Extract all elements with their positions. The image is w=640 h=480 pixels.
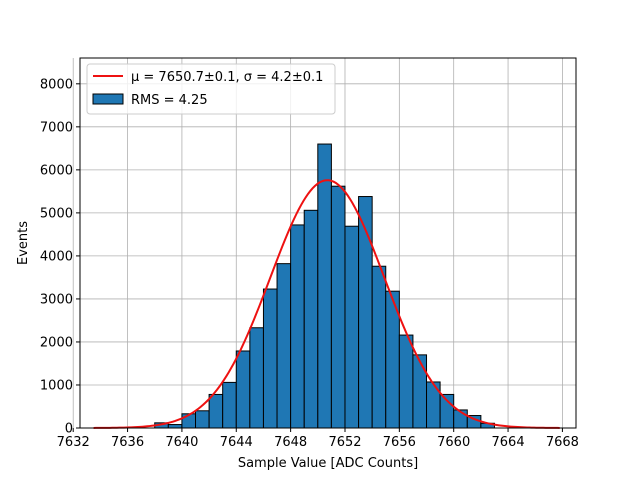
y-tick-label: 6000 [40,163,73,178]
histogram-bar [276,263,292,429]
histogram-bars [154,143,495,429]
histogram-bar [222,381,237,429]
histogram-bar [249,327,264,429]
x-tick-label: 7648 [274,435,307,450]
x-tick-label: 7632 [57,435,90,450]
x-tick-label: 7636 [111,435,144,450]
y-axis-ticks: 0 1000 2000 3000 4000 5000 6000 7000 8000 [40,77,80,437]
x-tick-label: 7652 [328,435,361,450]
histogram-bar [371,265,387,429]
histogram-bar [330,185,346,429]
gaussian-fit-curve [93,179,560,429]
y-tick-label: 2000 [40,335,73,350]
legend-box [86,63,336,115]
y-axis-label: Events [16,221,31,265]
histogram-bar [290,224,305,429]
y-tick-label: 3000 [40,292,73,307]
x-axis-ticks: 7632 7636 7640 7644 7648 7652 7656 7660 7664 7668 [57,428,579,450]
legend-fit-label: μ = 7650.7±0.1, σ = 4.2±0.1 [131,70,323,85]
histogram-bar [195,410,210,429]
legend: μ = 7650.7±0.1, σ = 4.2±0.1 RMS = 4.25 [86,63,336,115]
histogram-bar [398,334,414,429]
y-tick-label: 8000 [40,77,73,92]
plot-frame [79,57,577,429]
y-tick-label: 7000 [40,120,73,135]
histogram-bar [208,393,224,429]
histogram-bar [235,350,251,429]
x-tick-label: 7640 [165,435,198,450]
legend-hist-label: RMS = 4.25 [131,93,208,108]
x-tick-label: 7656 [383,435,416,450]
histogram-bar [317,143,332,429]
x-tick-label: 7668 [546,435,579,450]
y-tick-label: 4000 [40,249,73,264]
histogram-bar [344,225,360,429]
legend-hist-swatch [92,93,124,105]
x-tick-label: 7644 [220,435,253,450]
y-tick-label: 0 [65,422,73,437]
y-tick-label: 1000 [40,378,73,393]
x-tick-label: 7664 [492,435,525,450]
x-axis-label: Sample Value [ADC Counts] [238,456,418,471]
histogram-bar [262,288,278,429]
histogram-bar [167,424,183,429]
histogram-bar [412,354,428,429]
x-tick-label: 7660 [437,435,470,450]
histogram-bar [303,209,319,429]
y-tick-label: 5000 [40,206,73,221]
